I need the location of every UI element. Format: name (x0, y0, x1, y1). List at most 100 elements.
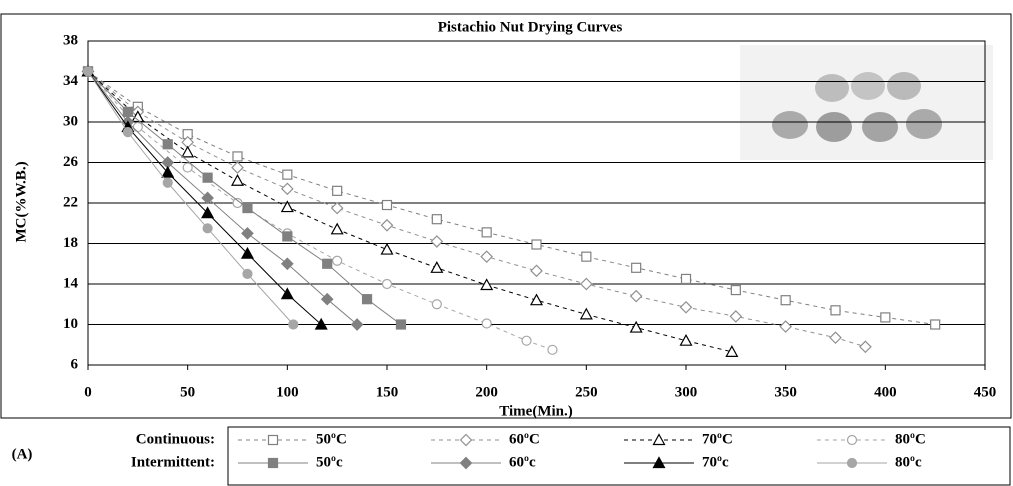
data-point (579, 277, 593, 291)
legend-label: 70ºc (702, 454, 729, 470)
photo (740, 45, 993, 160)
legend-marker (652, 433, 666, 446)
x-tick-label: 100 (276, 384, 299, 400)
data-point (631, 262, 642, 273)
legend-label: 60ºC (509, 431, 540, 447)
data-point (162, 177, 173, 188)
x-tick-label: 450 (974, 384, 997, 400)
data-point (280, 200, 294, 213)
data-point (480, 278, 494, 291)
y-tick-label: 38 (63, 32, 78, 48)
data-line (87, 71, 732, 353)
data-line (87, 70, 936, 325)
data-point (381, 278, 393, 290)
legend-group-label: Continuous: (136, 431, 215, 447)
data-point (930, 319, 941, 330)
legend-label: 60ºc (509, 454, 536, 470)
data-point (547, 344, 558, 355)
panel-label: (A) (12, 446, 33, 462)
chart-frame (0, 13, 1012, 419)
x-tick-label: 150 (376, 384, 399, 400)
y-tick-label: 6 (71, 356, 79, 372)
y-tick-label: 10 (63, 316, 78, 332)
data-point (529, 293, 544, 306)
data-point (330, 222, 344, 235)
data-point (859, 340, 872, 354)
legend-label: 70ºC (702, 431, 733, 447)
data-point (232, 151, 243, 162)
data-point (725, 345, 739, 357)
data-point (521, 335, 532, 346)
y-tick-label: 34 (63, 73, 79, 89)
data-point (350, 318, 364, 331)
data-point (431, 214, 442, 225)
legend-label: 50ºC (316, 431, 347, 447)
data-point (314, 317, 328, 330)
data-point (629, 320, 643, 333)
y-axis-label: MC(%W.B.) (13, 161, 29, 242)
data-point (241, 227, 254, 240)
legend-marker (459, 456, 473, 470)
data-point (430, 261, 444, 273)
data-point (330, 201, 344, 215)
data-point (231, 161, 244, 174)
data-point (242, 268, 253, 279)
legend-marker (267, 434, 279, 446)
y-tick-label: 18 (63, 235, 78, 251)
data-point (82, 66, 94, 77)
chart-title: Pistachio Nut Drying Curves (438, 19, 623, 35)
data-point (201, 191, 214, 205)
data-point (480, 250, 494, 264)
data-point (730, 284, 741, 296)
data-point (282, 231, 293, 242)
x-tick-label: 0 (84, 384, 92, 400)
data-point (380, 218, 394, 232)
data-point (182, 162, 193, 173)
x-tick-label: 50 (180, 384, 195, 400)
data-point (162, 139, 173, 150)
data-point (629, 289, 643, 303)
data-point (288, 319, 299, 330)
y-tick-label: 26 (63, 154, 79, 170)
legend-group-label: Intermittent: (131, 454, 215, 470)
data-point (202, 223, 213, 234)
legend-label: 80ºC (895, 431, 926, 447)
legend-marker (652, 456, 666, 469)
data-point (322, 258, 333, 269)
legend-box (227, 426, 1011, 486)
legend-marker (459, 433, 473, 447)
x-tick-label: 400 (874, 384, 897, 400)
data-point (122, 127, 133, 138)
x-tick-label: 200 (475, 384, 498, 400)
x-tick-label: 250 (575, 384, 598, 400)
legend-label: 50ºc (316, 454, 343, 470)
data-point (232, 197, 243, 209)
data-point (280, 182, 294, 196)
data-point (240, 246, 254, 259)
data-line (87, 71, 358, 325)
data-point (381, 199, 393, 211)
data-point (779, 320, 793, 333)
data-point (332, 255, 343, 266)
data-point (230, 173, 245, 186)
x-axis-label: Time(Min.) (499, 403, 572, 419)
data-point (282, 169, 293, 180)
data-point (481, 227, 492, 238)
data-point (201, 206, 215, 219)
data-line (87, 71, 294, 325)
data-point (530, 264, 543, 278)
y-tick-label: 14 (63, 275, 79, 291)
data-point (320, 292, 334, 306)
data-point (131, 110, 145, 123)
x-tick-label: 300 (675, 384, 698, 400)
data-point (395, 319, 407, 330)
y-tick-label: 30 (63, 113, 78, 129)
data-point (680, 273, 692, 285)
data-point (679, 333, 693, 346)
legend-marker (846, 434, 858, 446)
data-point (780, 295, 791, 306)
legend-marker (846, 457, 858, 469)
data-point (830, 305, 841, 316)
data-point (829, 331, 842, 345)
data-point (729, 310, 743, 323)
